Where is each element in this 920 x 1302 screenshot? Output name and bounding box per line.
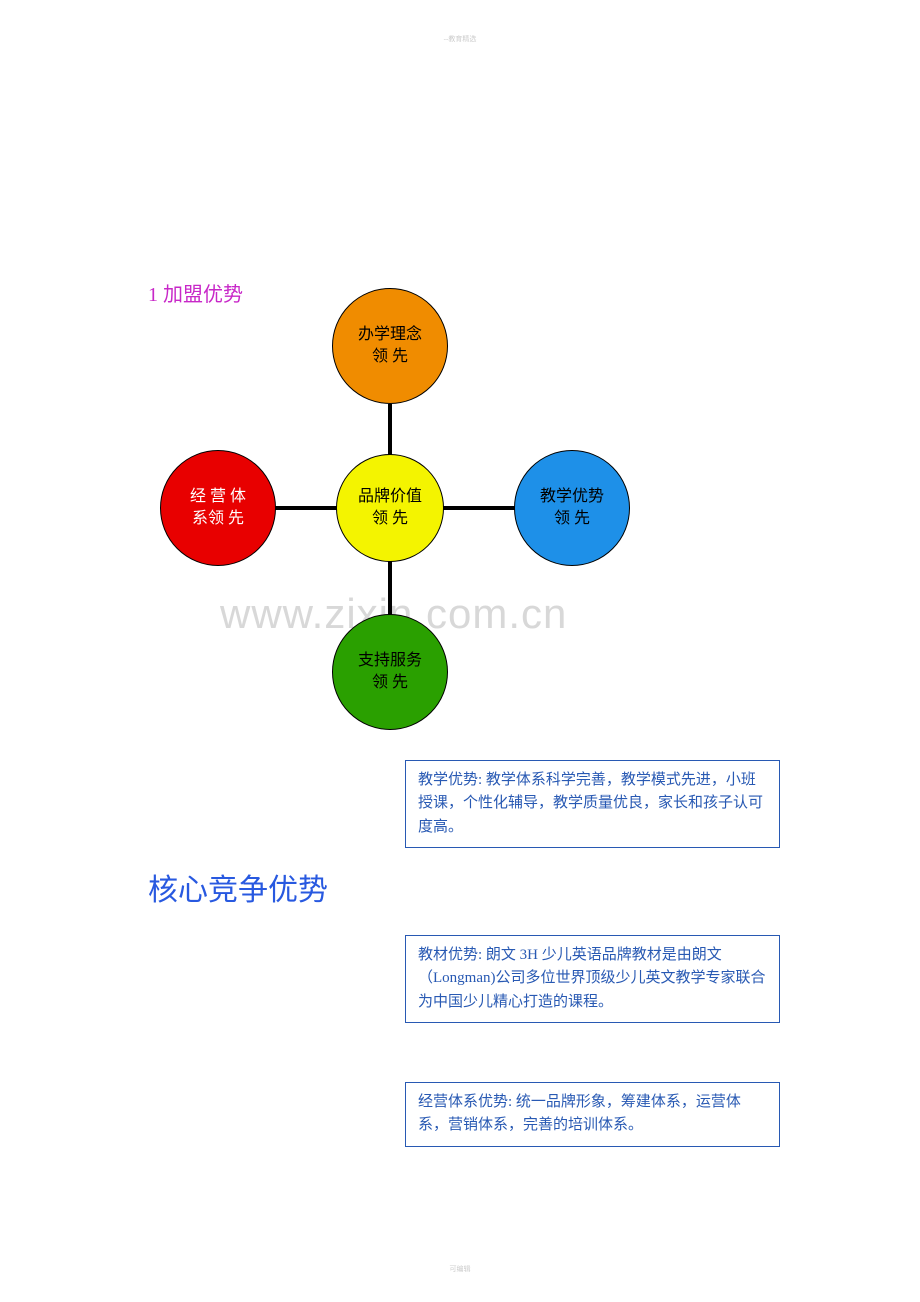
- core-competitive-title: 核心竞争优势: [148, 865, 328, 909]
- node-right-teaching: 教学优势 领 先: [514, 450, 630, 566]
- node-label-line2: 领 先: [372, 346, 408, 368]
- page-header-tiny: --教育精选: [444, 34, 477, 44]
- franchise-diagram: 办学理念 领 先 经 营 体 系领 先 品牌价值 领 先 教学优势 领 先 支持…: [160, 300, 690, 740]
- page-footer-tiny: 可编辑: [450, 1264, 471, 1274]
- node-label-line2: 领 先: [372, 672, 408, 694]
- node-center-brand: 品牌价值 领 先: [336, 454, 444, 562]
- node-label-line1: 品牌价值: [358, 486, 422, 508]
- info-label: 教学优势:: [418, 772, 482, 788]
- node-label-line1: 教学优势: [540, 486, 604, 508]
- connector-bottom: [388, 560, 392, 616]
- connector-right: [442, 506, 516, 510]
- node-label-line2: 系领 先: [192, 508, 244, 530]
- node-top-philosophy: 办学理念 领 先: [332, 288, 448, 404]
- node-label-line2: 领 先: [554, 508, 590, 530]
- info-box-materials: 教材优势: 朗文 3H 少儿英语品牌教材是由朗文（Longman)公司多位世界顶…: [405, 935, 780, 1023]
- node-label-line2: 领 先: [372, 508, 408, 530]
- info-label: 教材优势:: [418, 947, 482, 963]
- node-bottom-support: 支持服务 领 先: [332, 614, 448, 730]
- connector-top: [388, 404, 392, 456]
- node-label-line1: 经 营 体: [190, 486, 246, 508]
- info-label: 经营体系优势:: [418, 1094, 512, 1110]
- node-left-operation: 经 营 体 系领 先: [160, 450, 276, 566]
- info-box-operation: 经营体系优势: 统一品牌形象，筹建体系，运营体系，营销体系，完善的培训体系。: [405, 1082, 780, 1147]
- connector-left: [272, 506, 338, 510]
- node-label-line1: 办学理念: [358, 324, 422, 346]
- node-label-line1: 支持服务: [358, 650, 422, 672]
- info-box-teaching: 教学优势: 教学体系科学完善，教学模式先进，小班授课，个性化辅导，教学质量优良，…: [405, 760, 780, 848]
